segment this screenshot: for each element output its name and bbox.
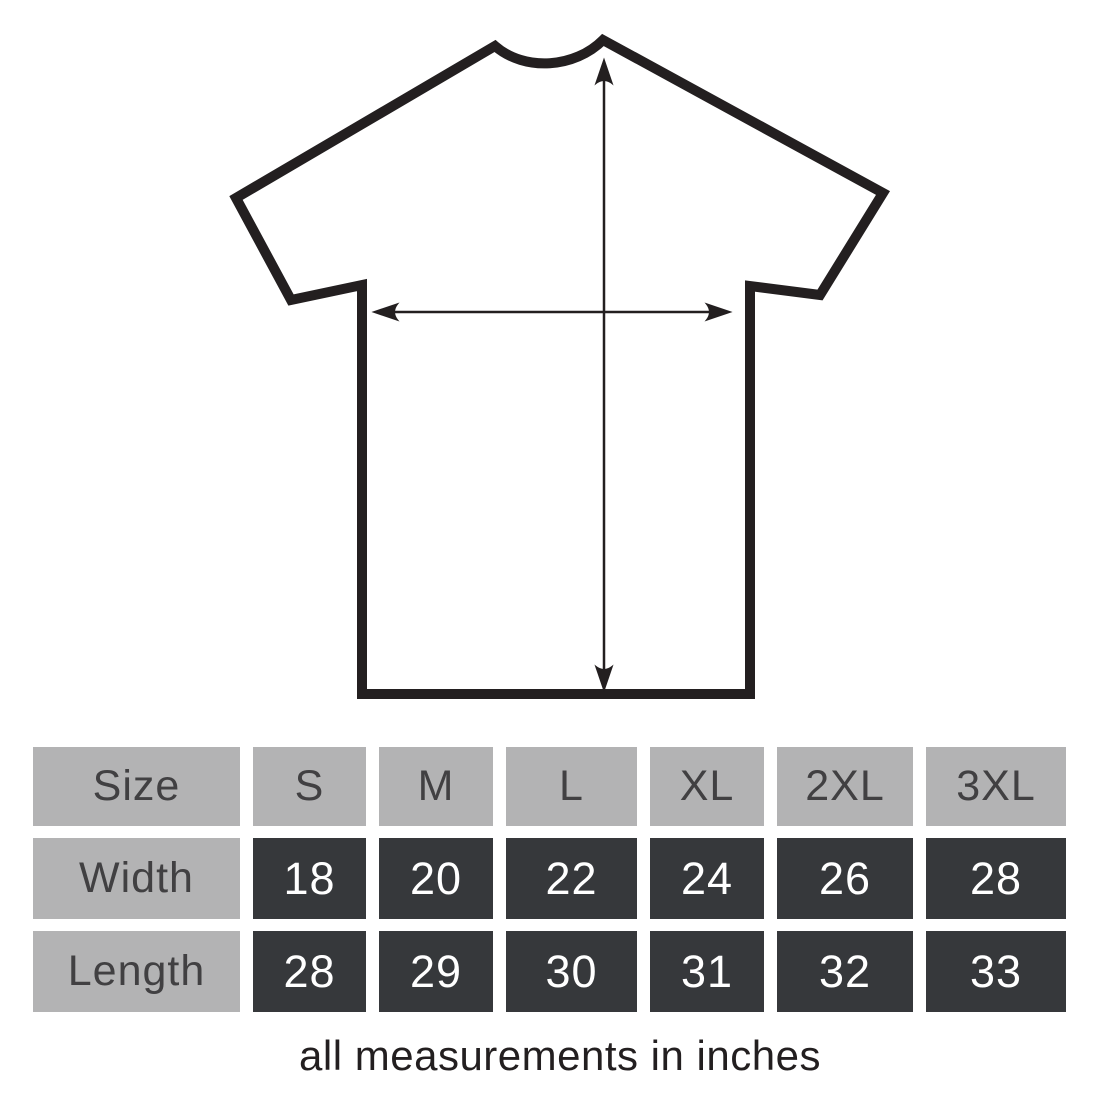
size-table-header-3xl: 3XL [926, 747, 1066, 826]
length-value-l: 30 [506, 931, 637, 1012]
width-value-s: 18 [253, 838, 366, 919]
width-value-2xl: 26 [777, 838, 913, 919]
tshirt-outline-icon [229, 33, 891, 699]
width-value-m: 20 [379, 838, 493, 919]
size-table-header-m: M [379, 747, 493, 826]
size-table-header-2xl: 2XL [777, 747, 913, 826]
size-table-header-l: L [506, 747, 637, 826]
tshirt-diagram [229, 33, 891, 699]
size-table-header-xl: XL [650, 747, 764, 826]
length-value-s: 28 [253, 931, 366, 1012]
length-value-m: 29 [379, 931, 493, 1012]
size-table-header-s: S [253, 747, 366, 826]
width-arrow [371, 302, 733, 322]
length-value-2xl: 32 [777, 931, 913, 1012]
size-table-header-size: Size [33, 747, 240, 826]
length-value-xl: 31 [650, 931, 764, 1012]
width-value-3xl: 28 [926, 838, 1066, 919]
row-label-length: Length [33, 931, 240, 1012]
width-value-l: 22 [506, 838, 637, 919]
row-label-width: Width [33, 838, 240, 919]
length-arrow [594, 57, 614, 693]
measurement-unit-note: all measurements in inches [299, 1032, 821, 1079]
length-value-3xl: 33 [926, 931, 1066, 1012]
size-table: Size S M L XL 2XL 3XL Width 18 20 22 24 … [33, 747, 1066, 1012]
width-value-xl: 24 [650, 838, 764, 919]
